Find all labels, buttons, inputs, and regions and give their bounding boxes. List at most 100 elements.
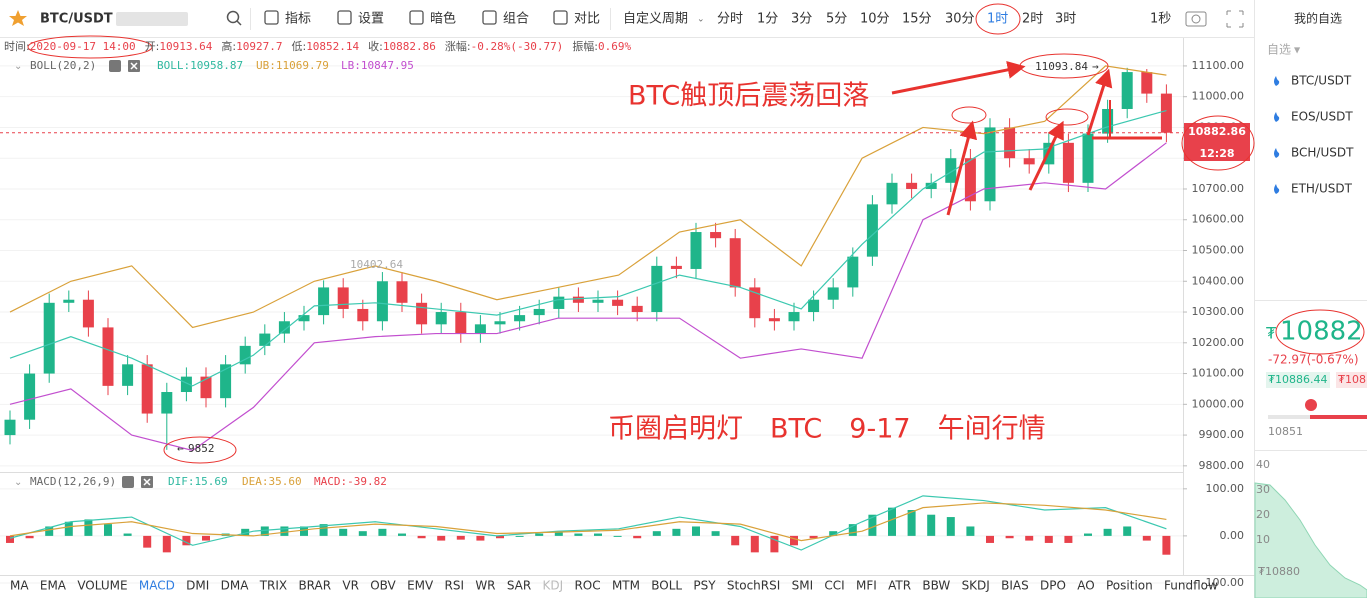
indicator-tab[interactable]: AO bbox=[1077, 579, 1094, 593]
watch-item[interactable]: ETH/USDT bbox=[1291, 182, 1353, 196]
price-tag bbox=[1184, 140, 1250, 161]
search-icon[interactable] bbox=[226, 10, 240, 24]
macd-bar bbox=[1044, 535, 1053, 543]
filter[interactable]: 自选 bbox=[1267, 43, 1291, 57]
macd-bar bbox=[476, 535, 485, 541]
indicator-tab[interactable]: WR bbox=[475, 579, 495, 593]
indicator-tab[interactable]: PSY bbox=[693, 579, 716, 593]
watchlist: BTC/USDT EOS/USDT BCH/USDT ETH/USDT bbox=[1274, 74, 1354, 196]
indicator-tab[interactable]: OBV bbox=[370, 579, 396, 593]
candle-body bbox=[357, 308, 369, 322]
indicator-tab[interactable]: TRIX bbox=[259, 579, 287, 593]
info-label: 开: bbox=[145, 40, 160, 53]
period[interactable]: 自定义周期 bbox=[623, 12, 688, 27]
macd-bar bbox=[1123, 526, 1132, 536]
macd-bar bbox=[692, 526, 700, 536]
indicator-tab[interactable]: EMA bbox=[40, 579, 67, 593]
panel-title[interactable]: 我的自选 bbox=[1294, 11, 1342, 26]
fullscreen-icon[interactable] bbox=[1226, 10, 1244, 28]
collapse-arrow[interactable]: ⌄ bbox=[14, 477, 22, 488]
macd-bar bbox=[790, 535, 798, 546]
indicator-tab[interactable]: DMI bbox=[186, 579, 209, 593]
slider-knob[interactable] bbox=[1305, 399, 1317, 411]
indicator-tab[interactable]: SAR bbox=[507, 579, 531, 593]
candle-body bbox=[376, 281, 388, 322]
info-label: 高: bbox=[221, 39, 236, 53]
boll-name: BOLL(20,2) bbox=[30, 59, 96, 72]
period[interactable]: 15分 bbox=[902, 12, 932, 27]
period[interactable]: 分时 bbox=[717, 12, 743, 27]
period[interactable]: 2时 bbox=[1022, 12, 1043, 27]
info-value: 0.69% bbox=[598, 40, 631, 53]
indicator-tab[interactable]: ROC bbox=[574, 579, 600, 593]
period[interactable]: 3时 bbox=[1055, 12, 1076, 27]
indicator-tab[interactable]: Position bbox=[1106, 579, 1153, 593]
indicator-tab[interactable]: VR bbox=[342, 579, 359, 593]
macd-bar bbox=[1142, 535, 1151, 541]
indicator-tab[interactable]: MFI bbox=[856, 579, 877, 593]
y-tick-label: 10200.00 bbox=[1192, 336, 1245, 349]
period[interactable]: 1时 bbox=[987, 12, 1008, 27]
watch-item[interactable]: BTC/USDT bbox=[1291, 74, 1352, 88]
period[interactable]: 1分 bbox=[757, 12, 778, 27]
tool[interactable]: 指标 bbox=[285, 12, 311, 27]
info-label: 涨幅: bbox=[445, 40, 471, 53]
close-icon bbox=[130, 62, 138, 70]
indicator-tab[interactable]: SKDJ bbox=[962, 579, 990, 593]
indicator-tab[interactable]: CCI bbox=[824, 579, 844, 593]
settings-icon[interactable] bbox=[122, 476, 134, 488]
indicator-tab[interactable]: KDJ bbox=[543, 579, 564, 593]
candle-body bbox=[808, 299, 820, 313]
camera-icon[interactable] bbox=[1185, 11, 1207, 27]
depth-area bbox=[1254, 482, 1367, 598]
indicator-tab[interactable]: BBW bbox=[922, 579, 950, 593]
candle-body bbox=[24, 373, 36, 420]
indicator-tab[interactable]: DPO bbox=[1040, 579, 1066, 593]
indicator-tab[interactable]: DMA bbox=[221, 579, 250, 593]
watch-item[interactable]: BCH/USDT bbox=[1291, 146, 1354, 160]
indicator-tab[interactable]: ATR bbox=[888, 579, 911, 593]
period-arrow[interactable]: ⌄ bbox=[697, 15, 705, 25]
collapse-arrow[interactable]: ⌄ bbox=[14, 61, 22, 72]
tool[interactable]: 暗色 bbox=[430, 11, 456, 27]
period[interactable]: 5分 bbox=[826, 12, 847, 27]
macd-bar bbox=[848, 524, 857, 536]
tool[interactable]: 对比 bbox=[574, 12, 600, 27]
favorite-star[interactable] bbox=[9, 10, 27, 26]
candle-body bbox=[1062, 142, 1074, 183]
indicator-tab[interactable]: EMV bbox=[407, 579, 434, 593]
indicator-tab[interactable]: MACD bbox=[139, 579, 175, 593]
settings-icon[interactable] bbox=[109, 60, 121, 72]
period[interactable]: 10分 bbox=[860, 12, 890, 27]
indicator-tab[interactable]: BOLL bbox=[651, 579, 682, 593]
tool[interactable]: 组合 bbox=[503, 12, 529, 27]
period[interactable]: 30分 bbox=[945, 12, 975, 27]
candle-body bbox=[847, 256, 859, 288]
symbol[interactable]: BTC/USDT bbox=[40, 12, 113, 27]
macd-bar bbox=[946, 517, 955, 536]
y-tick-label: 10400.00 bbox=[1192, 274, 1245, 287]
period[interactable]: 3分 bbox=[791, 12, 812, 27]
indicator-tab[interactable]: RSI bbox=[445, 579, 465, 593]
y-tick-label: 10500.00 bbox=[1192, 244, 1245, 257]
indicator-tab[interactable]: BIAS bbox=[1001, 579, 1029, 593]
indicator-tab[interactable]: MTM bbox=[612, 579, 640, 593]
chart: 11100.0011000.0010900.0010800.0010700.00… bbox=[0, 59, 1244, 589]
indicator-tab[interactable]: SMI bbox=[792, 579, 814, 593]
candle-body bbox=[690, 232, 702, 269]
speed[interactable]: 1秒 bbox=[1150, 12, 1171, 27]
indicator-tab[interactable]: BRAR bbox=[298, 579, 331, 593]
toolbar: 指标 设置 暗色 组合 对比 自定义周期 分时 1分 3分 5分 10分 15分 30分 1时 2时 3时 ⌄ 1… bbox=[264, 10, 1171, 27]
watch-item[interactable]: EOS/USDT bbox=[1291, 110, 1353, 124]
indicator-tab[interactable]: Fundflow bbox=[1164, 579, 1218, 593]
macd-bar bbox=[1005, 535, 1014, 539]
info-value: -0.28%(-30.77) bbox=[471, 40, 564, 53]
indicator-tab[interactable]: StochRSI bbox=[727, 579, 780, 593]
price-tag-value: 10882.86 bbox=[1188, 125, 1246, 138]
tool[interactable]: 设置 bbox=[358, 12, 384, 27]
price-symbol: ₮ bbox=[1266, 324, 1277, 343]
filter-arrow[interactable]: ▼ bbox=[1294, 46, 1301, 55]
indicator-tab[interactable]: MA bbox=[10, 579, 29, 593]
indicator-tab[interactable]: VOLUME bbox=[77, 579, 127, 593]
close-icon bbox=[143, 478, 151, 486]
